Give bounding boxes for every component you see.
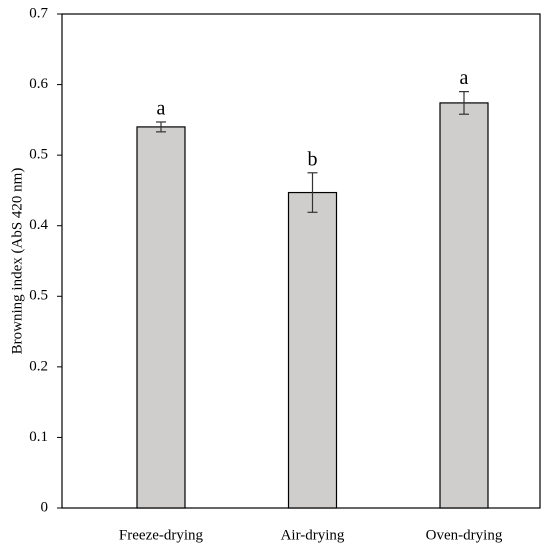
significance-letter: b: [308, 148, 318, 170]
x-tick-label: Air-drying: [281, 527, 345, 543]
y-tick-label: 0.5: [29, 288, 48, 304]
y-tick-label: 0.2: [29, 358, 48, 374]
x-tick-label: Freeze-drying: [119, 527, 204, 543]
significance-letter: a: [460, 67, 469, 89]
bar: [287, 191, 338, 509]
y-tick-label: 0: [41, 499, 49, 515]
y-tick-label: 0.7: [29, 5, 48, 21]
y-tick-label: 0.4: [29, 217, 48, 233]
bar: [439, 102, 489, 509]
y-tick-label: 0.1: [29, 429, 48, 445]
y-axis-label: Browning index (AbS 420 nm): [9, 168, 25, 355]
y-tick-label: 0.6: [29, 76, 48, 92]
bar: [136, 126, 186, 509]
y-tick-label: 0.5: [29, 147, 48, 163]
x-tick-label: Oven-drying: [426, 527, 503, 543]
significance-letter: a: [157, 98, 166, 120]
